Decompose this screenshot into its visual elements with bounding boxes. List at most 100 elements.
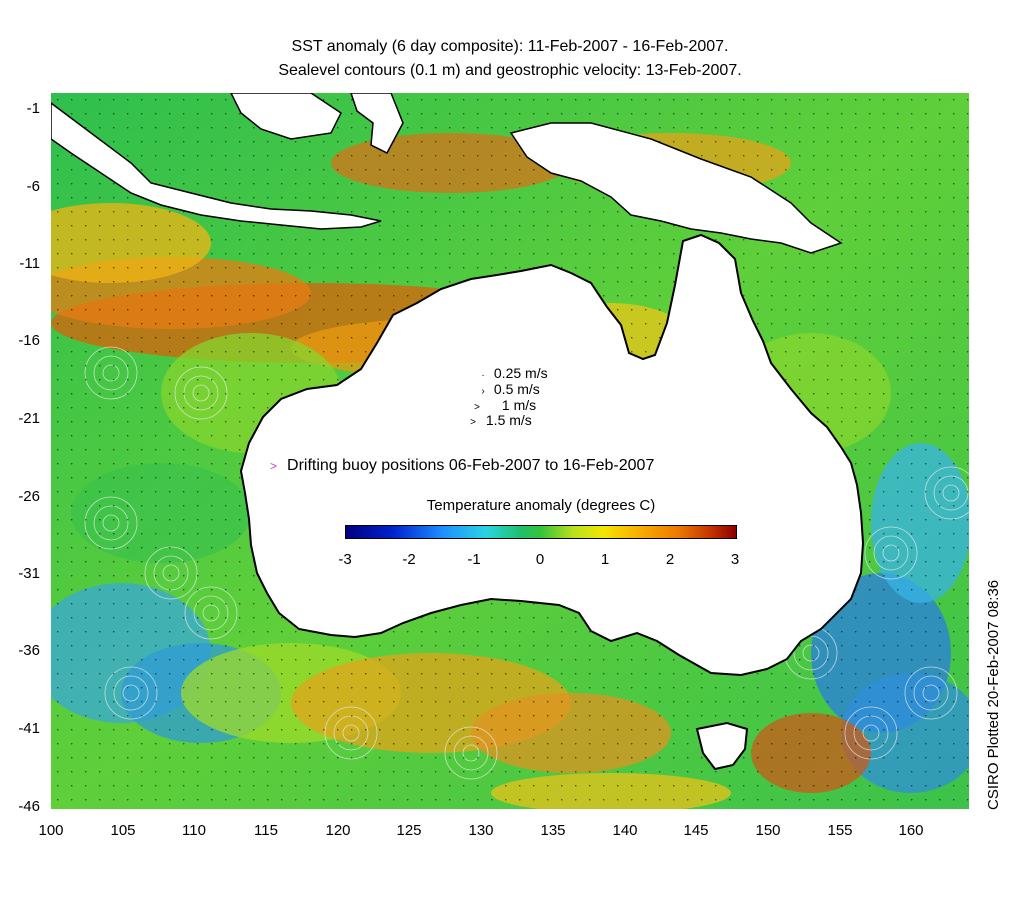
velocity-vector (141, 715, 143, 717)
velocity-vector (365, 743, 367, 745)
velocity-vector (351, 659, 353, 661)
velocity-vector (211, 757, 213, 759)
velocity-vector (127, 799, 129, 801)
velocity-vector (897, 351, 899, 353)
velocity-vector (701, 799, 703, 801)
velocity-vector (701, 99, 703, 101)
velocity-vector (85, 533, 87, 535)
velocity-vector (505, 799, 507, 801)
velocity-vector (897, 701, 899, 703)
velocity-vector (183, 281, 185, 283)
velocity-vector (533, 211, 535, 213)
velocity-vector (113, 631, 115, 633)
velocity-vector (169, 799, 171, 801)
velocity-vector (239, 239, 241, 241)
velocity-vector (757, 253, 759, 255)
velocity-vector (365, 757, 367, 759)
velocity-vector (925, 715, 927, 717)
velocity-vector (267, 603, 269, 605)
velocity-vector (939, 183, 941, 185)
velocity-vector (57, 267, 59, 269)
velocity-vector (211, 309, 213, 311)
velocity-vector (771, 155, 773, 157)
velocity-vector (757, 715, 759, 717)
velocity-vector (57, 519, 59, 521)
velocity-vector (99, 799, 101, 801)
velocity-vector (855, 183, 857, 185)
velocity-vector (771, 729, 773, 731)
velocity-vector (71, 197, 73, 199)
velocity-vector (197, 113, 199, 115)
velocity-vector (925, 743, 927, 745)
velocity-vector (57, 183, 59, 185)
velocity-vector (631, 673, 633, 675)
velocity-vector (897, 435, 899, 437)
sealevel-contour (113, 675, 149, 711)
velocity-vector (617, 253, 619, 255)
velocity-vector (897, 197, 899, 199)
velocity-vector (925, 267, 927, 269)
velocity-vector (925, 533, 927, 535)
velocity-vector (379, 701, 381, 703)
velocity-vector (113, 449, 115, 451)
velocity-vector (323, 715, 325, 717)
velocity-vector (309, 379, 311, 381)
velocity-vector (85, 253, 87, 255)
velocity-vector (967, 267, 969, 269)
velocity-vector (421, 141, 423, 143)
velocity-vector (127, 435, 129, 437)
velocity-vector (365, 729, 367, 731)
buoy-marker-icon: > (270, 459, 278, 473)
velocity-vector (323, 169, 325, 171)
velocity-vector (841, 393, 843, 395)
velocity-vector (645, 785, 647, 787)
colorbar-tick-label: 3 (730, 551, 740, 568)
velocity-vector (505, 673, 507, 675)
velocity-vector (505, 99, 507, 101)
velocity-vector (71, 645, 73, 647)
velocity-vector (407, 701, 409, 703)
velocity-vector (71, 771, 73, 773)
velocity-vector (855, 309, 857, 311)
velocity-vector (939, 505, 941, 507)
velocity-vector (225, 169, 227, 171)
velocity-vector (883, 729, 885, 731)
velocity-vector (239, 337, 241, 339)
velocity-vector (225, 547, 227, 549)
velocity-vector (351, 197, 353, 199)
velocity-vector (491, 211, 493, 213)
velocity-vector (141, 491, 143, 493)
velocity-vector (197, 309, 199, 311)
velocity-vector (435, 631, 437, 633)
velocity-vector (491, 771, 493, 773)
velocity-vector (659, 239, 661, 241)
velocity-vector (85, 519, 87, 521)
velocity-vector (113, 771, 115, 773)
velocity-vector (57, 659, 59, 661)
velocity-vector (449, 701, 451, 703)
velocity-vector (407, 785, 409, 787)
velocity-vector (421, 155, 423, 157)
velocity-vector (239, 183, 241, 185)
velocity-vector (127, 687, 129, 689)
velocity-vector (841, 771, 843, 773)
velocity-vector (645, 743, 647, 745)
velocity-vector (505, 743, 507, 745)
velocity-vector (71, 169, 73, 171)
velocity-vector (701, 785, 703, 787)
velocity-vector (561, 687, 563, 689)
velocity-vector (239, 155, 241, 157)
velocity-vector (477, 771, 479, 773)
velocity-vector (113, 211, 115, 213)
velocity-vector (491, 127, 493, 129)
velocity-vector (197, 295, 199, 297)
velocity-vector (239, 253, 241, 255)
velocity-vector (687, 785, 689, 787)
velocity-vector (141, 449, 143, 451)
velocity-vector (925, 785, 927, 787)
velocity-vector (925, 575, 927, 577)
velocity-vector (911, 687, 913, 689)
velocity-vector (57, 799, 59, 801)
velocity-vector (939, 701, 941, 703)
velocity-vector (939, 253, 941, 255)
